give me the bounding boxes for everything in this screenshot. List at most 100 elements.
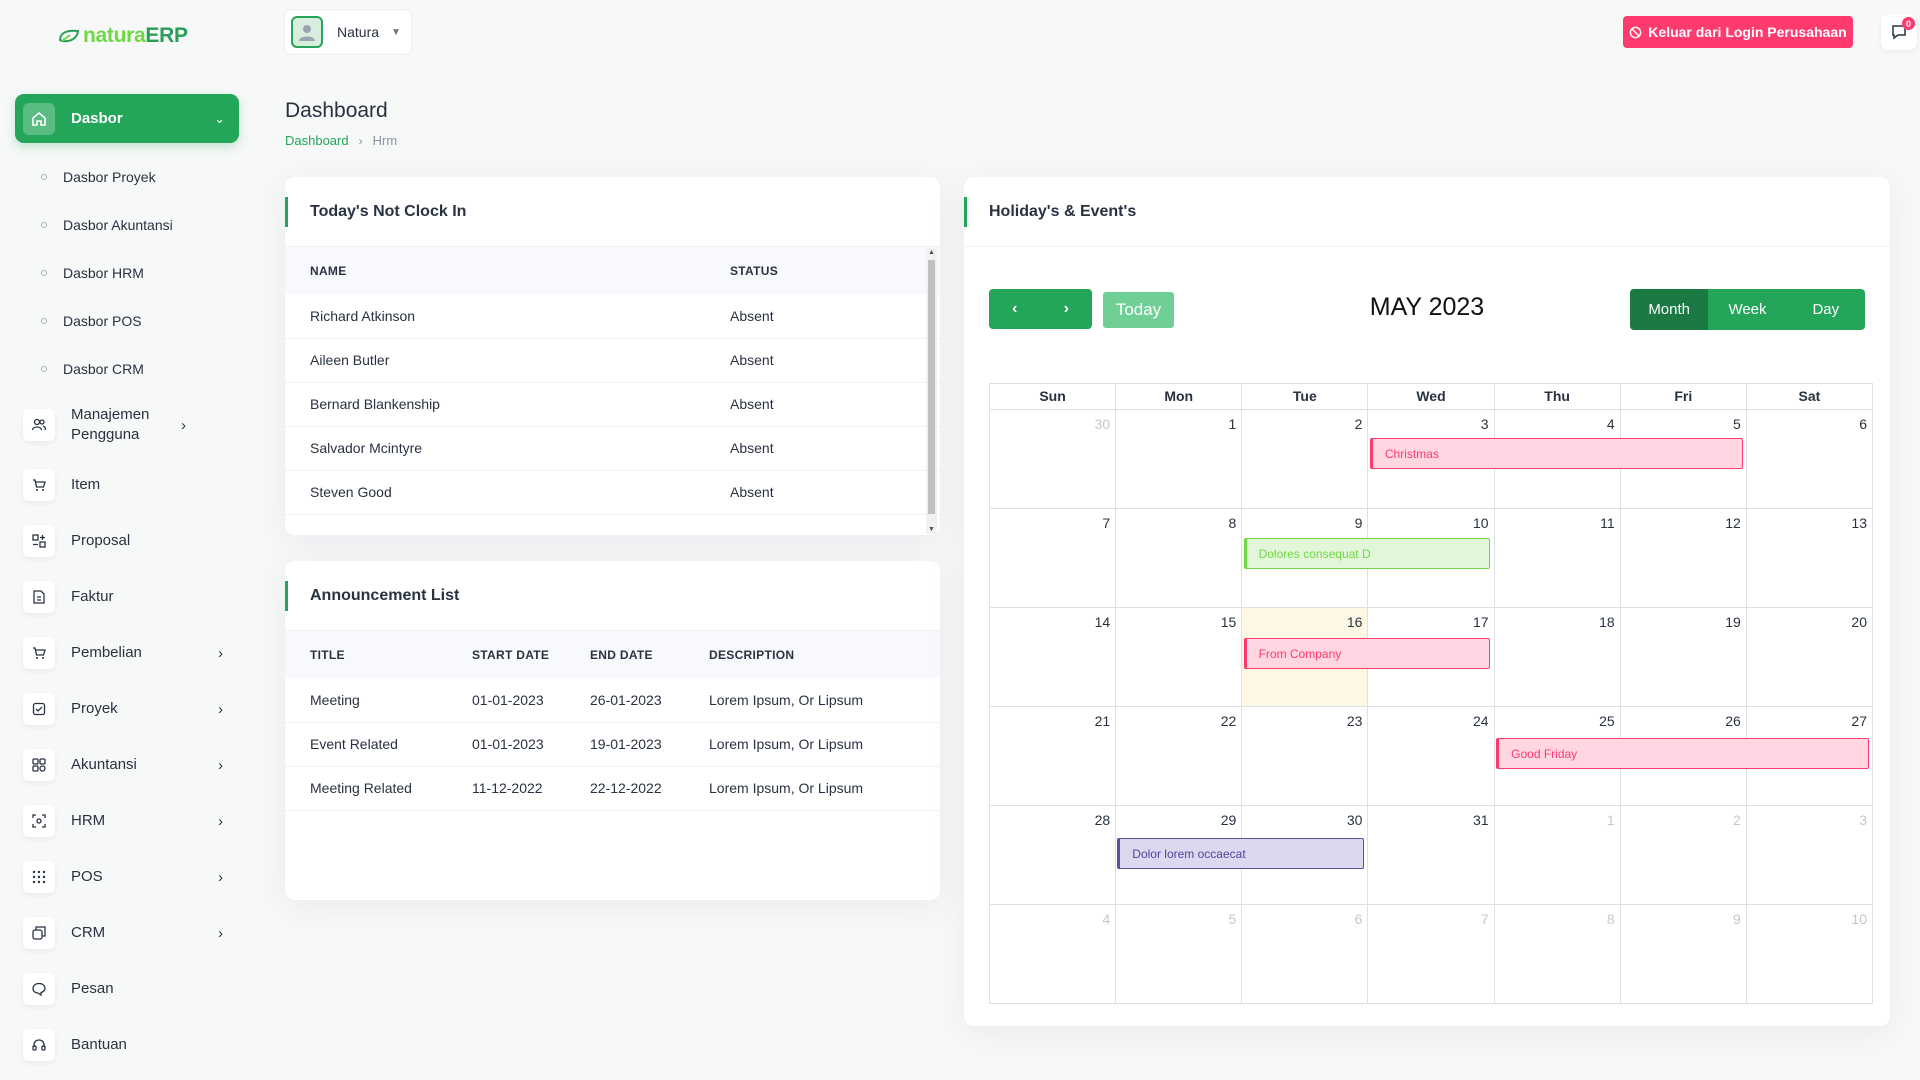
day-number: 17 — [1472, 614, 1489, 630]
brand-logo[interactable]: natura ERP — [58, 24, 188, 48]
card-header: Today's Not Clock In — [285, 177, 940, 247]
calendar-day-cell[interactable]: 7 — [990, 509, 1117, 608]
next-month-button[interactable]: › — [1063, 300, 1069, 317]
day-number: 3 — [1859, 812, 1867, 828]
calendar-day-cell[interactable]: 5 — [1116, 905, 1243, 1004]
calendar-day-cell[interactable]: 14 — [990, 608, 1117, 707]
table-row: Meeting 01-01-2023 26-01-2023 Lorem Ipsum, … — [285, 678, 940, 723]
calendar-day-cell[interactable]: 5 — [1620, 410, 1747, 509]
weekday-header: Tue — [1242, 384, 1369, 410]
calendar-day-cell[interactable]: 30 — [990, 410, 1117, 509]
calendar-day-cell[interactable]: 19 — [1620, 608, 1747, 707]
sidebar-item-item[interactable]: Item — [15, 457, 239, 513]
today-button[interactable]: Today — [1103, 292, 1174, 328]
calendar-day-cell[interactable]: 21 — [990, 707, 1117, 806]
sidebar-item-akuntansi[interactable]: Akuntansi › — [15, 737, 239, 793]
chevron-right-icon: › — [218, 756, 223, 774]
sidebar-subitem-dasbor-akuntansi[interactable]: Dasbor Akuntansi — [15, 201, 239, 249]
weekday-header: Sat — [1746, 384, 1873, 410]
logout-company-button[interactable]: Keluar dari Login Perusahaan — [1623, 16, 1853, 48]
calendar-grid: Sun Mon Tue Wed Thu Fri Sat 30 1 2 3 4 5 6 7 8 9 10 11 12 13… — [989, 383, 1873, 1004]
sidebar-item-pos[interactable]: POS › — [15, 849, 239, 905]
calendar-day-cell[interactable]: 31 — [1368, 806, 1495, 905]
day-number: 19 — [1725, 614, 1741, 630]
calendar-day-cell[interactable]: 10 — [1368, 509, 1495, 608]
chevron-right-icon: › — [218, 812, 223, 830]
calendar-day-cell[interactable]: 27 — [1746, 707, 1873, 806]
table-cell: Meeting Related — [285, 766, 472, 811]
calendar-event[interactable]: From Company — [1243, 638, 1491, 669]
calendar-day-cell[interactable]: 11 — [1494, 509, 1621, 608]
calendar-week-row: 7 8 9 10 11 12 13 — [990, 509, 1873, 608]
messages-button[interactable]: 0 — [1881, 14, 1917, 50]
leaf-icon — [58, 29, 80, 43]
table-cell: 26-01-2023 — [590, 678, 709, 723]
calendar-day-cell[interactable]: 24 — [1368, 707, 1495, 806]
sidebar-subitem-dasbor-pos[interactable]: Dasbor POS — [15, 297, 239, 345]
calendar-event[interactable]: Good Friday — [1496, 738, 1869, 769]
calendar-day-cell[interactable]: 12 — [1620, 509, 1747, 608]
calendar-day-cell[interactable]: 1 — [1116, 410, 1243, 509]
weekday-header: Mon — [1116, 384, 1243, 410]
scroll-down-icon[interactable]: ▼ — [928, 526, 935, 533]
calendar-day-cell[interactable]: 4 — [990, 905, 1117, 1004]
calendar-day-cell[interactable]: 9 — [1620, 905, 1747, 1004]
sidebar-subitem-dasbor-crm[interactable]: Dasbor CRM — [15, 345, 239, 393]
sidebar-item-manajemen-pengguna[interactable]: Manajemen Pengguna › — [15, 393, 239, 457]
chevron-right-icon: › — [218, 924, 223, 942]
column-header-description: DESCRIPTION — [709, 631, 940, 678]
sidebar-subitem-dasbor-proyek[interactable]: Dasbor Proyek — [15, 153, 239, 201]
calendar-day-cell[interactable]: 13 — [1746, 509, 1873, 608]
sidebar-item-faktur[interactable]: Faktur — [15, 569, 239, 625]
calendar-day-cell[interactable]: 1 — [1494, 806, 1621, 905]
calendar-day-cell[interactable]: 28 — [990, 806, 1117, 905]
sidebar-item-bantuan[interactable]: Bantuan — [15, 1017, 239, 1073]
sidebar-item-pembelian[interactable]: Pembelian › — [15, 625, 239, 681]
view-day-button[interactable]: Day — [1812, 301, 1840, 318]
calendar-day-cell[interactable]: 30 — [1242, 806, 1369, 905]
sidebar-item-label: Pembelian — [71, 644, 142, 661]
calendar-day-cell[interactable]: 2 — [1242, 410, 1369, 509]
day-number: 31 — [1472, 812, 1489, 828]
calendar-event[interactable]: Dolor lorem occaecat — [1117, 838, 1364, 869]
user-menu[interactable]: Natura ▼ — [284, 9, 412, 55]
day-number: 6 — [1354, 911, 1363, 927]
breadcrumb-dashboard[interactable]: Dashboard — [285, 133, 349, 148]
table-cell: Aileen Butler — [285, 338, 730, 383]
calendar-day-cell[interactable]: 23 — [1242, 707, 1369, 806]
message-count-badge: 0 — [1902, 17, 1915, 30]
calendar-event[interactable]: Dolores consequat D — [1243, 538, 1491, 569]
day-number: 8 — [1228, 515, 1237, 531]
sidebar-subitem-dasbor-hrm[interactable]: Dasbor HRM — [15, 249, 239, 297]
sidebar-item-proyek[interactable]: Proyek › — [15, 681, 239, 737]
calendar-day-cell[interactable]: 22 — [1116, 707, 1243, 806]
calendar-day-cell[interactable]: 7 — [1368, 905, 1495, 1004]
sidebar-item-crm[interactable]: CRM › — [15, 905, 239, 961]
calendar-day-cell[interactable]: 8 — [1116, 509, 1243, 608]
card-title: Announcement List — [310, 586, 460, 604]
calendar-day-cell[interactable]: 17 — [1368, 608, 1495, 707]
calendar-event[interactable]: Christmas — [1369, 438, 1743, 469]
calendar-day-cell[interactable]: 6 — [1242, 905, 1369, 1004]
bullet-icon — [41, 222, 47, 228]
scrollbar-thumb[interactable] — [928, 260, 935, 514]
calendar-day-cell[interactable]: 3 — [1746, 806, 1873, 905]
calendar-day-cell[interactable]: 18 — [1494, 608, 1621, 707]
calendar-day-cell[interactable]: 6 — [1746, 410, 1873, 509]
sidebar-item-pesan[interactable]: Pesan — [15, 961, 239, 1017]
calendar-day-cell[interactable]: 15 — [1116, 608, 1243, 707]
nav-item-dasbor[interactable]: Dasbor ⌄ — [15, 94, 239, 143]
calendar-day-cell[interactable]: 2 — [1620, 806, 1747, 905]
day-number: 26 — [1725, 713, 1741, 729]
prev-month-button[interactable]: ‹ — [1012, 300, 1018, 317]
calendar-day-cell[interactable]: 10 — [1746, 905, 1873, 1004]
view-week-button[interactable]: Week — [1728, 301, 1767, 318]
sidebar-item-proposal[interactable]: Proposal — [15, 513, 239, 569]
scrollbar[interactable]: ▲ ▼ — [926, 248, 937, 534]
weekday-header: Wed — [1368, 384, 1495, 410]
scroll-up-icon[interactable]: ▲ — [928, 249, 935, 256]
calendar-day-cell[interactable]: 8 — [1494, 905, 1621, 1004]
sidebar-item-hrm[interactable]: HRM › — [15, 793, 239, 849]
calendar-day-cell[interactable]: 20 — [1746, 608, 1873, 707]
view-month-button[interactable]: Month — [1630, 289, 1709, 330]
